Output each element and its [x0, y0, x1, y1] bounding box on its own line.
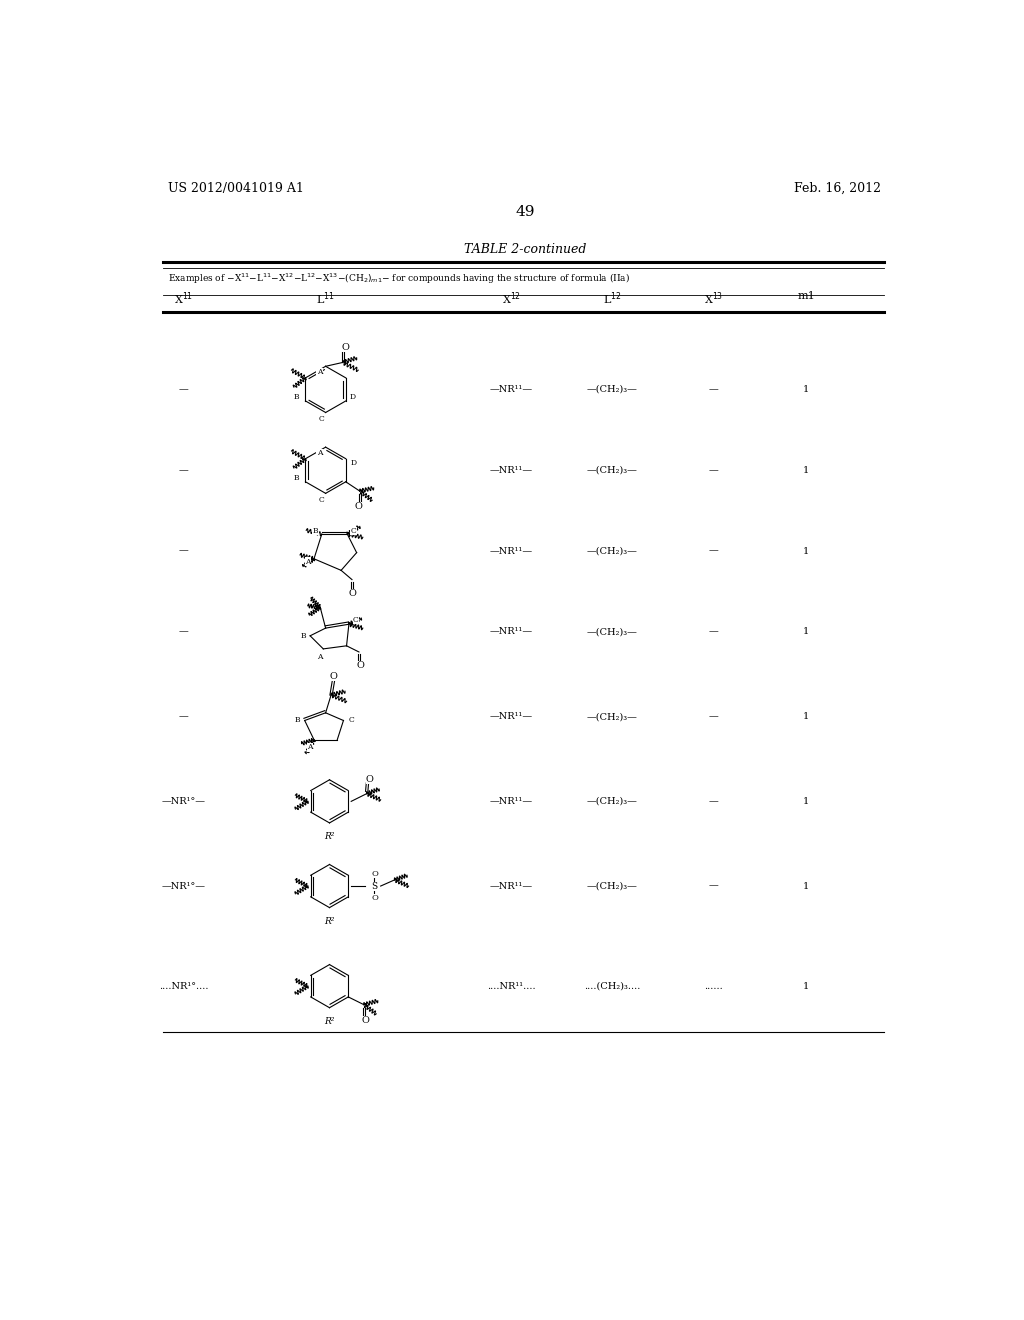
Text: R²: R²: [325, 1016, 335, 1026]
Text: —NR¹¹—: —NR¹¹—: [490, 466, 534, 475]
Text: —(CH₂)₃—: —(CH₂)₃—: [587, 882, 638, 891]
Text: —: —: [709, 882, 718, 891]
Text: US 2012/0041019 A1: US 2012/0041019 A1: [168, 182, 304, 194]
Text: 1: 1: [803, 546, 809, 556]
Text: —: —: [709, 546, 718, 556]
Text: —: —: [179, 466, 188, 475]
Text: S: S: [372, 882, 378, 891]
Text: C: C: [318, 414, 325, 422]
Text: —NR¹¹—: —NR¹¹—: [490, 882, 534, 891]
Text: 1: 1: [803, 627, 809, 636]
Text: 1: 1: [803, 466, 809, 475]
Text: —: —: [179, 627, 188, 636]
Text: Feb. 16, 2012: Feb. 16, 2012: [795, 182, 882, 194]
Text: —: —: [709, 797, 718, 805]
Text: 1: 1: [803, 882, 809, 891]
Text: —NR¹°—: —NR¹°—: [162, 797, 206, 805]
Text: A: A: [307, 743, 313, 751]
Text: —(CH₂)₃—: —(CH₂)₃—: [587, 713, 638, 721]
Text: R²: R²: [325, 917, 335, 925]
Text: O: O: [366, 775, 374, 784]
Text: X$^{13}$: X$^{13}$: [703, 290, 723, 308]
Text: m1: m1: [798, 290, 815, 301]
Text: A: A: [305, 558, 310, 566]
Text: C: C: [350, 527, 356, 535]
Text: —NR¹¹—: —NR¹¹—: [490, 546, 534, 556]
Text: ....NR¹¹....: ....NR¹¹....: [487, 982, 536, 990]
Text: B: B: [300, 632, 306, 640]
Text: A: A: [316, 368, 323, 376]
Text: O: O: [330, 672, 337, 681]
Text: B: B: [293, 474, 299, 482]
Text: —: —: [709, 385, 718, 393]
Text: B: B: [294, 717, 300, 725]
Text: O: O: [371, 870, 378, 878]
Text: —NR¹¹—: —NR¹¹—: [490, 627, 534, 636]
Text: —NR¹¹—: —NR¹¹—: [490, 385, 534, 393]
Text: —NR¹°—: —NR¹°—: [162, 882, 206, 891]
Text: B: B: [312, 527, 318, 535]
Text: —: —: [179, 713, 188, 721]
Text: —(CH₂)₃—: —(CH₂)₃—: [587, 627, 638, 636]
Text: —NR¹¹—: —NR¹¹—: [490, 797, 534, 805]
Text: ......: ......: [703, 982, 723, 990]
Text: —: —: [179, 546, 188, 556]
Text: C: C: [318, 495, 325, 503]
Text: 49: 49: [515, 205, 535, 219]
Text: X$^{12}$: X$^{12}$: [502, 290, 521, 308]
Text: B: B: [293, 393, 299, 401]
Text: D: D: [349, 393, 355, 401]
Text: 1: 1: [803, 982, 809, 990]
Text: —(CH₂)₃—: —(CH₂)₃—: [587, 385, 638, 393]
Text: 1: 1: [803, 713, 809, 721]
Text: O: O: [354, 502, 362, 511]
Text: O: O: [371, 895, 378, 903]
Text: D: D: [350, 458, 356, 466]
Text: —NR¹¹—: —NR¹¹—: [490, 713, 534, 721]
Text: O: O: [356, 661, 365, 671]
Text: O: O: [342, 343, 350, 351]
Text: A: A: [316, 449, 323, 457]
Text: —(CH₂)₃—: —(CH₂)₃—: [587, 546, 638, 556]
Text: —: —: [709, 713, 718, 721]
Text: R²: R²: [325, 832, 335, 841]
Text: —(CH₂)₃—: —(CH₂)₃—: [587, 466, 638, 475]
Text: X$^{11}$: X$^{11}$: [174, 290, 194, 308]
Text: 1: 1: [803, 797, 809, 805]
Text: O: O: [361, 1015, 370, 1024]
Text: L$^{11}$: L$^{11}$: [316, 290, 335, 308]
Text: TABLE 2-continued: TABLE 2-continued: [464, 243, 586, 256]
Text: Examples of $-$X$^{11}$$-$L$^{11}$$-$X$^{12}$$-$L$^{12}$$-$X$^{13}$$-$(CH$_2)_{m: Examples of $-$X$^{11}$$-$L$^{11}$$-$X$^…: [168, 272, 631, 286]
Text: —: —: [179, 385, 188, 393]
Text: C: C: [353, 615, 358, 623]
Text: —: —: [709, 627, 718, 636]
Text: L$^{12}$: L$^{12}$: [603, 290, 622, 308]
Text: ....NR¹°....: ....NR¹°....: [159, 982, 209, 990]
Text: A: A: [316, 652, 323, 660]
Text: C: C: [348, 717, 354, 725]
Text: 1: 1: [803, 385, 809, 393]
Text: —: —: [709, 466, 718, 475]
Text: ....(CH₂)₃....: ....(CH₂)₃....: [584, 982, 641, 990]
Text: O: O: [348, 589, 356, 598]
Text: —(CH₂)₃—: —(CH₂)₃—: [587, 797, 638, 805]
